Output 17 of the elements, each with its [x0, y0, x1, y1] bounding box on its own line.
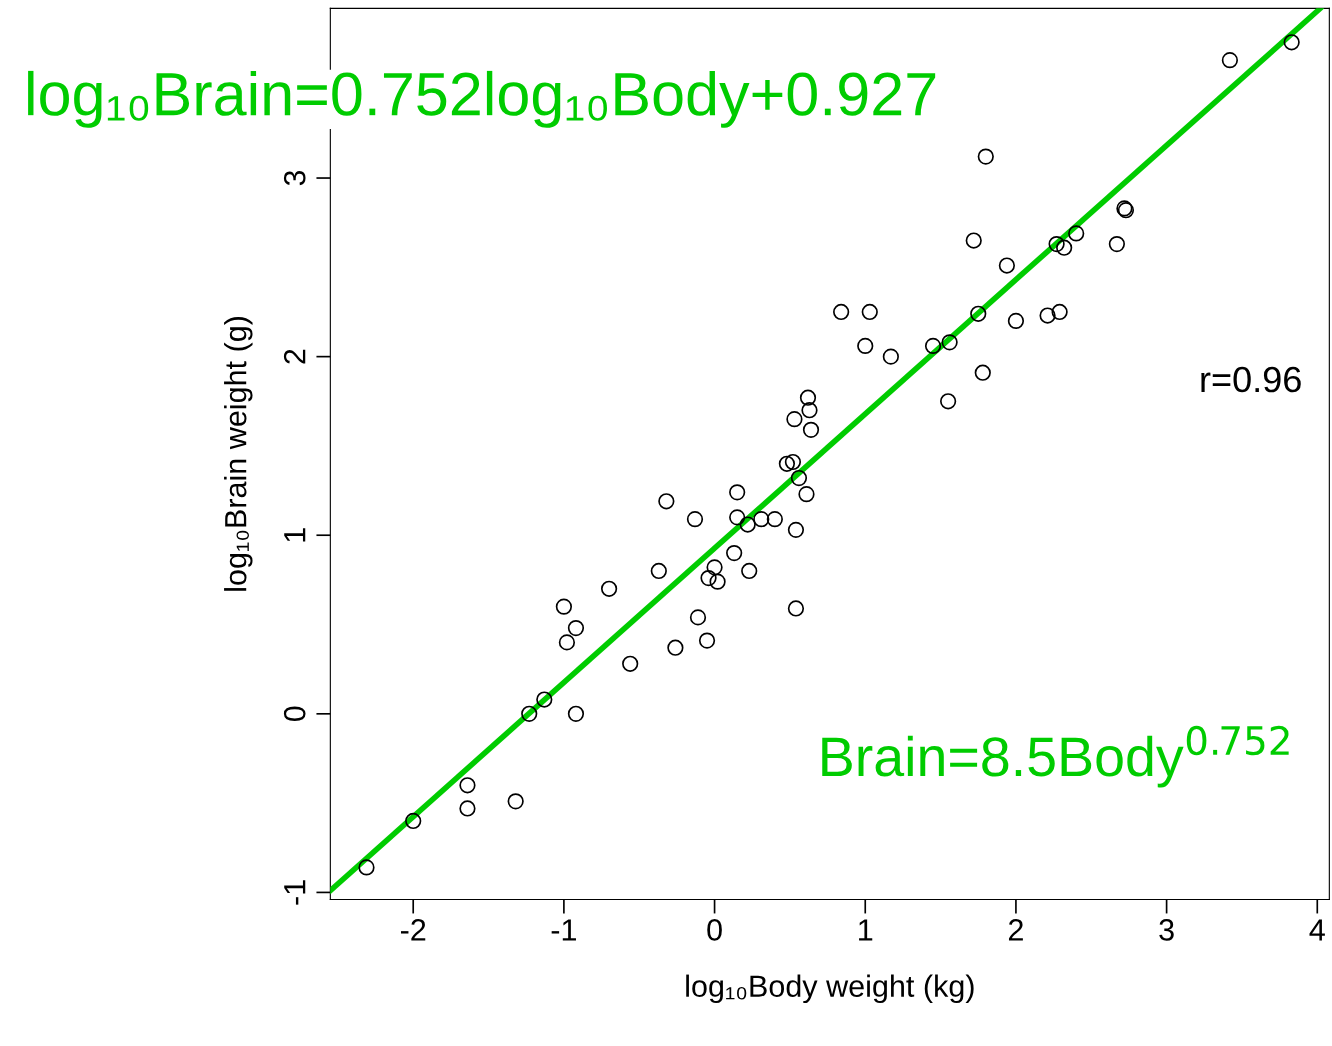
x-tick-label: 0	[707, 919, 722, 941]
x-tick-label: 1	[859, 919, 873, 941]
x-tick-label: 4	[1309, 919, 1325, 941]
annotation: Brain=8.5Body$^{0.752}$	[822, 725, 1289, 788]
y-tick-label: 2	[283, 349, 306, 364]
annotation: log₁₀Brain=0.752log₁₀Body+0.927	[28, 70, 936, 128]
y-tick-label: 1	[284, 528, 306, 542]
y-tick-label: -1	[284, 880, 306, 905]
x-axis-title: log₁₀Body weight (kg)	[686, 974, 974, 1004]
y-tick-label: 0	[283, 706, 306, 722]
x-tick-label: -1	[551, 919, 576, 941]
annotation: r=0.96	[1201, 366, 1301, 393]
x-tick-label: 2	[1008, 919, 1023, 941]
y-tick-label: 3	[283, 170, 306, 186]
y-axis-title: log₁₀Brain weight (g)	[224, 316, 253, 591]
x-tick-label: 3	[1159, 919, 1174, 941]
x-tick-label: -2	[400, 919, 426, 941]
